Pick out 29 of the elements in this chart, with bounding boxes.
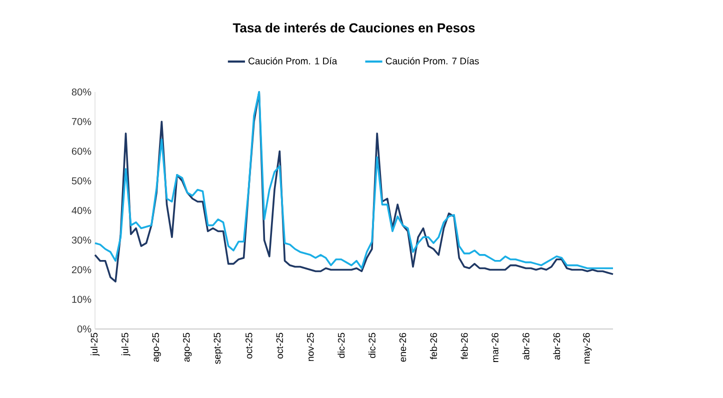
legend-label: Caución Prom. 1 Día xyxy=(248,57,338,64)
legend-label: Caución Prom. 7 Días xyxy=(386,57,479,64)
x-tick-label: oct-25 xyxy=(246,332,252,359)
y-tick-label: 50% xyxy=(72,177,92,184)
x-tick-label: may-26 xyxy=(583,332,592,364)
chart-title: Tasa de interés de Cauciones en Pesos xyxy=(232,22,475,32)
y-tick-label: 10% xyxy=(72,296,92,303)
y-tick-label: 60% xyxy=(72,148,92,155)
x-tick-label: jul-25 xyxy=(121,332,130,356)
x-tick-label: mar-26 xyxy=(492,332,498,362)
x-tick-label: dic-25 xyxy=(338,332,345,358)
y-tick-label: 30% xyxy=(72,236,92,244)
y-tick-label: 80% xyxy=(72,88,92,96)
x-tick-label: ene-26 xyxy=(399,332,406,362)
x-tick-label: sept-25 xyxy=(214,332,222,364)
x-tick-label: feb-26 xyxy=(430,332,437,360)
x-tick-label: jul-25 xyxy=(90,332,100,356)
x-tick-label: dic-25 xyxy=(368,332,376,358)
x-tick-label: ago-25 xyxy=(152,332,161,362)
x-tick-label: oct-25 xyxy=(276,332,284,359)
x-tick-label: abr-26 xyxy=(553,332,560,360)
y-tick-label: 20% xyxy=(72,266,92,274)
y-tick-label: 40% xyxy=(72,206,92,214)
x-tick-label: abr-26 xyxy=(522,332,530,360)
y-tick-label: 70% xyxy=(72,118,92,126)
y-tick-label: 0% xyxy=(77,325,92,333)
x-tick-label: ago-25 xyxy=(183,332,192,362)
x-tick-label: nov-25 xyxy=(307,332,314,361)
x-tick-label: feb-26 xyxy=(460,332,468,360)
